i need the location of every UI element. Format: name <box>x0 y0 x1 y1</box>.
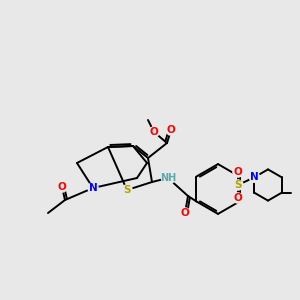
Circle shape <box>161 171 175 184</box>
Text: S: S <box>123 185 131 195</box>
Circle shape <box>88 183 98 193</box>
Text: O: O <box>167 125 176 135</box>
Circle shape <box>233 167 243 177</box>
Text: O: O <box>181 208 189 218</box>
Text: O: O <box>150 127 158 137</box>
Text: NH: NH <box>160 173 176 183</box>
Text: O: O <box>234 193 242 203</box>
Circle shape <box>180 208 190 218</box>
Text: N: N <box>88 183 98 193</box>
Circle shape <box>122 185 132 195</box>
Circle shape <box>57 182 67 192</box>
Circle shape <box>249 172 260 182</box>
Text: O: O <box>234 167 242 177</box>
Circle shape <box>233 193 243 203</box>
Circle shape <box>149 127 159 137</box>
Text: O: O <box>58 182 66 192</box>
Circle shape <box>166 125 176 135</box>
Text: N: N <box>250 172 259 182</box>
Circle shape <box>233 180 243 190</box>
Text: S: S <box>234 180 242 190</box>
